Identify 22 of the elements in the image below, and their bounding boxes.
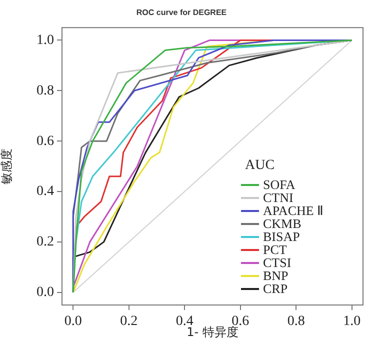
legend-label: CTNI (263, 190, 294, 205)
y-tick-label: 0.0 (36, 285, 54, 300)
legend-label: BISAP (263, 229, 300, 244)
legend-label: CKMB (263, 216, 302, 231)
legend-label: PCT (263, 242, 287, 257)
chart-title: ROC curve for DEGREE (136, 8, 228, 18)
legend-label: APACHE Ⅱ (263, 203, 324, 218)
y-tick-label: 1.0 (36, 32, 54, 48)
legend-label: CTSI (263, 255, 292, 270)
legend-label: CRP (263, 281, 288, 296)
y-tick-label: 0.8 (36, 83, 54, 98)
x-tick-label: 1.0 (343, 314, 361, 330)
y-tick-label: 0.2 (36, 234, 54, 250)
x-tick-label: 0.8 (287, 314, 305, 330)
legend-label: SOFA (263, 177, 296, 192)
y-axis-title: 敏感度 (0, 148, 14, 184)
legend-title: AUC (245, 158, 276, 173)
x-tick-label: 0.2 (120, 314, 138, 330)
y-tick-label: 0.6 (36, 134, 54, 149)
x-tick-label: 0.0 (64, 314, 82, 330)
legend-label: BNP (263, 268, 288, 283)
y-tick-label: 0.4 (36, 184, 54, 200)
